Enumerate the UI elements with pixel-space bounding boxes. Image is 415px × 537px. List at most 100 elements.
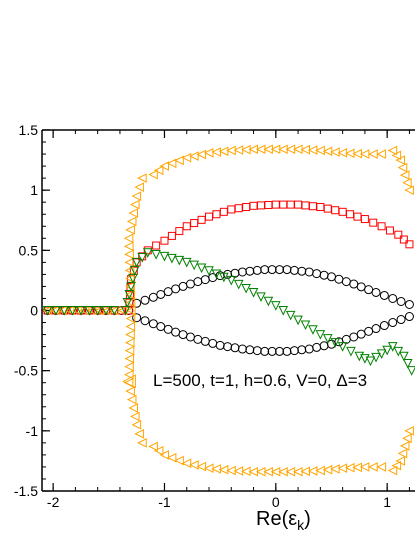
series-3-point bbox=[189, 260, 199, 271]
series-1-point bbox=[399, 235, 408, 244]
series-0-point bbox=[140, 295, 150, 305]
series-2-point bbox=[129, 411, 140, 422]
series-1-point bbox=[197, 215, 206, 224]
series-2-point bbox=[124, 249, 134, 260]
series-0-point bbox=[319, 270, 329, 280]
series-2-point bbox=[241, 144, 251, 155]
series-2-point bbox=[395, 155, 406, 165]
series-2-point bbox=[226, 465, 236, 476]
series-3-point bbox=[315, 330, 326, 340]
series-2-point bbox=[137, 173, 147, 183]
series-3-point bbox=[233, 279, 244, 290]
series-2-point bbox=[134, 182, 144, 192]
series-0-point bbox=[388, 318, 398, 328]
series-1-point bbox=[242, 203, 251, 212]
series-2-point bbox=[123, 233, 134, 244]
series-0-point bbox=[388, 293, 398, 303]
series-2-point bbox=[322, 146, 333, 157]
series-1-point bbox=[212, 210, 221, 219]
series-3-point bbox=[126, 281, 136, 292]
series-3-point bbox=[330, 338, 341, 348]
series-1-point bbox=[271, 200, 280, 209]
series-3-point bbox=[263, 296, 274, 307]
series-2-point bbox=[337, 148, 348, 158]
series-2-point bbox=[211, 464, 221, 474]
series-3-point bbox=[271, 301, 281, 311]
series-0-point bbox=[148, 319, 158, 329]
series-1-point bbox=[286, 200, 295, 209]
x-tick-label: 1 bbox=[383, 494, 391, 510]
series-2-point bbox=[166, 158, 177, 169]
series-3-point bbox=[322, 334, 333, 344]
series-3-point bbox=[382, 345, 392, 356]
series-0-point bbox=[185, 332, 195, 342]
series-2-point bbox=[233, 466, 244, 476]
series-0-point bbox=[178, 330, 188, 340]
series-3-point bbox=[109, 306, 120, 316]
series-0-point bbox=[260, 346, 270, 356]
series-3-point bbox=[256, 292, 266, 302]
series-3-point bbox=[92, 306, 103, 316]
series-2-point bbox=[125, 386, 135, 396]
series-2-point bbox=[181, 458, 192, 469]
series-2-point bbox=[399, 441, 410, 451]
series-1-point bbox=[323, 204, 332, 213]
x-tick-label: 0 bbox=[272, 494, 280, 510]
series-0-point bbox=[245, 345, 255, 355]
y-tick-label: 0.5 bbox=[19, 242, 39, 258]
series-2-point bbox=[226, 145, 236, 156]
series-0-point bbox=[304, 344, 314, 354]
series-2-point bbox=[292, 466, 303, 477]
x-axis-label: Re(εk) bbox=[256, 508, 311, 533]
series-2-point bbox=[211, 147, 221, 157]
series-2-point bbox=[404, 185, 414, 195]
series-1-point bbox=[308, 202, 317, 211]
series-0-point bbox=[178, 281, 188, 291]
series-2-point bbox=[376, 149, 387, 159]
series-0-point bbox=[208, 338, 218, 348]
series-1-point bbox=[138, 252, 147, 261]
series-2-point bbox=[368, 149, 378, 159]
series-2-point bbox=[153, 445, 164, 456]
series-0-point bbox=[245, 266, 255, 276]
y-tick-label: 1 bbox=[30, 182, 38, 198]
series-0-point bbox=[193, 334, 203, 344]
series-3-point bbox=[76, 306, 86, 316]
series-0-point bbox=[237, 267, 247, 277]
series-0-point bbox=[289, 265, 299, 275]
series-2-point bbox=[125, 305, 136, 316]
series-1-point bbox=[394, 230, 403, 239]
series-0-point bbox=[319, 341, 329, 351]
series-2-point bbox=[307, 466, 318, 476]
series-0-point bbox=[208, 273, 218, 283]
series-1-point bbox=[182, 222, 191, 231]
series-0-point bbox=[171, 284, 181, 294]
annotation-marker: ◁ bbox=[122, 370, 136, 390]
series-0-point bbox=[297, 266, 307, 276]
series-3-point bbox=[204, 266, 214, 276]
series-3-point bbox=[59, 306, 70, 316]
series-3-point bbox=[371, 352, 381, 363]
series-2-point bbox=[125, 313, 136, 324]
series-2-point bbox=[344, 462, 355, 473]
series-1-point bbox=[227, 205, 236, 214]
series-2-point bbox=[159, 450, 169, 460]
series-0-point bbox=[260, 265, 270, 275]
series-0-point bbox=[364, 285, 374, 295]
series-2-point bbox=[174, 455, 184, 466]
series-1-point bbox=[338, 207, 347, 216]
x-tick-label: -1 bbox=[158, 494, 171, 510]
series-3-point bbox=[159, 251, 170, 262]
series-3-point bbox=[399, 351, 409, 362]
series-2-point bbox=[307, 145, 318, 155]
series-1-point bbox=[152, 241, 161, 250]
series-2-point bbox=[300, 144, 311, 155]
series-0-point bbox=[252, 346, 262, 356]
y-tick-label: -1.5 bbox=[14, 483, 38, 499]
series-3-point bbox=[387, 342, 398, 352]
series-1-point bbox=[353, 212, 362, 221]
series-0-point bbox=[215, 340, 225, 350]
series-0-point bbox=[334, 274, 344, 284]
series-1-point bbox=[167, 231, 176, 240]
series-2-point bbox=[395, 456, 406, 466]
